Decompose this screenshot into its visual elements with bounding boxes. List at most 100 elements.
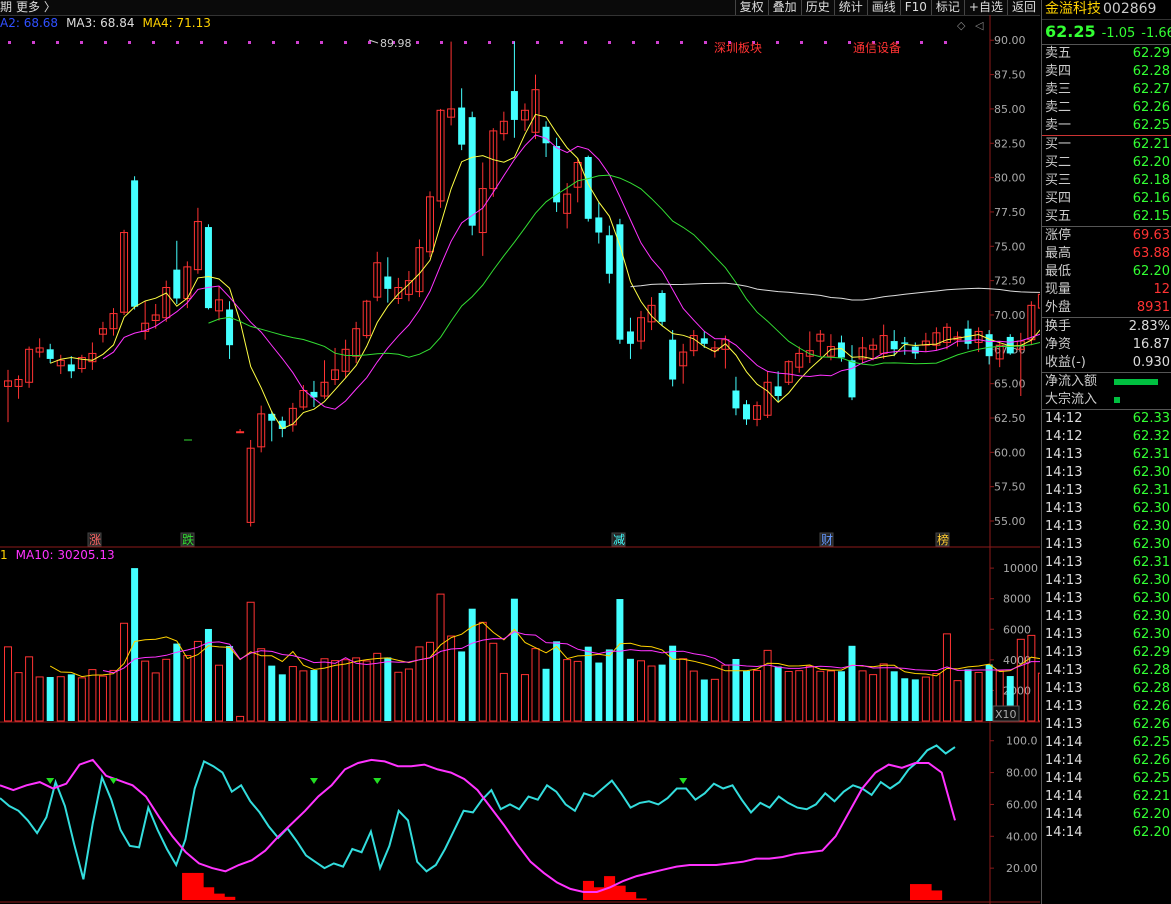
price-change: -1.05 bbox=[1101, 26, 1136, 41]
volume-bar bbox=[689, 670, 698, 722]
volume-bar bbox=[98, 675, 107, 722]
candle-body bbox=[974, 330, 983, 343]
event-dot bbox=[152, 41, 155, 44]
kline-chart[interactable]: 90.00 87.50 85.00 82.50 80.00 77.50 75.00 72.50… bbox=[0, 15, 1040, 904]
toolbar-button[interactable]: 标记 bbox=[930, 0, 964, 15]
candle-body bbox=[278, 420, 286, 429]
toolbar-left-item[interactable]: 期 bbox=[0, 0, 13, 14]
row-label: 涨停 bbox=[1045, 228, 1072, 243]
quote-panel: 金溢科技 002869 62.25 -1.05 -1.66 卖五 62.29 卖四 62.2… bbox=[1041, 0, 1171, 904]
candle-body bbox=[226, 309, 234, 346]
price-ma-line bbox=[208, 174, 1040, 366]
volume-scale-label: X10 bbox=[995, 708, 1017, 721]
candle-body bbox=[869, 344, 878, 350]
volume-bar bbox=[468, 608, 476, 721]
price-ma-line bbox=[50, 113, 1040, 430]
tick-row: 14:12 62.33 bbox=[1042, 410, 1171, 428]
event-dot bbox=[776, 41, 779, 44]
indicator-red-bar bbox=[192, 872, 204, 900]
candle-body bbox=[520, 109, 529, 121]
tick-row: 14:13 62.28 bbox=[1042, 662, 1171, 680]
candle-body bbox=[658, 292, 666, 322]
ask-book: 卖五 62.29 卖四 62.28 卖三 62.27 卖二 62.26 卖一 62.25 bbox=[1042, 45, 1171, 136]
row-value: 69.63 bbox=[1132, 228, 1170, 243]
toolbar-left-menu[interactable]: 期更多 〉 bbox=[0, 0, 60, 14]
candle-body bbox=[246, 447, 255, 523]
event-dot bbox=[584, 41, 587, 44]
toolbar-button[interactable]: 统计 bbox=[833, 0, 867, 15]
candle-body bbox=[25, 348, 34, 383]
toolbar-button[interactable]: 返回 bbox=[1006, 0, 1040, 15]
toolbar-button[interactable]: 叠加 bbox=[767, 0, 801, 15]
bid-row: 买二 62.20 bbox=[1042, 154, 1171, 172]
row-label: 净流入额 bbox=[1045, 374, 1098, 389]
toolbar-button[interactable]: 复权 bbox=[734, 0, 768, 15]
candle-body bbox=[151, 314, 160, 321]
toolbar-left-item[interactable]: 更多 〉 bbox=[16, 0, 56, 14]
candle-body bbox=[826, 346, 835, 357]
row-value: 62.20 bbox=[1132, 264, 1170, 279]
row-label: 卖四 bbox=[1045, 64, 1072, 79]
ma-legend-item: MA10: 30205.13 bbox=[15, 548, 115, 562]
tick-row: 14:13 62.26 bbox=[1042, 716, 1171, 734]
candle-body bbox=[56, 359, 65, 367]
indicator-red-bar bbox=[910, 884, 922, 900]
indicator-tick-label: 80.00 bbox=[1006, 767, 1038, 780]
volume-bar bbox=[531, 648, 540, 722]
tick-price: 62.32 bbox=[1132, 429, 1170, 444]
fund-flow-row: 净流入额 bbox=[1042, 373, 1171, 391]
candle-body bbox=[848, 360, 856, 398]
volume-bar bbox=[426, 641, 434, 722]
candle-body bbox=[173, 269, 181, 299]
zoom-arrow-icon: ◇ bbox=[957, 19, 966, 32]
candle-body bbox=[626, 331, 634, 344]
volume-bar bbox=[879, 663, 888, 722]
toolbar-button[interactable]: F10 bbox=[899, 0, 931, 15]
toolbar-button[interactable]: 历史 bbox=[800, 0, 834, 15]
event-dot bbox=[896, 41, 899, 44]
tick-price: 62.30 bbox=[1132, 537, 1170, 552]
volume-bar bbox=[890, 671, 898, 721]
volume-bar bbox=[616, 599, 624, 721]
candle-body bbox=[784, 361, 793, 383]
volume-bar bbox=[236, 715, 245, 722]
candle-body bbox=[689, 335, 698, 352]
candle-body bbox=[531, 89, 540, 133]
volume-bar bbox=[816, 670, 825, 722]
volume-bar bbox=[658, 664, 666, 721]
tick-price: 62.30 bbox=[1132, 627, 1170, 642]
candle-body bbox=[1037, 293, 1040, 309]
candle-body bbox=[669, 339, 677, 380]
row-value: 62.29 bbox=[1132, 46, 1170, 61]
volume-bar bbox=[921, 676, 930, 722]
tick-price: 62.30 bbox=[1132, 591, 1170, 606]
volume-bar bbox=[826, 670, 835, 722]
volume-bar bbox=[320, 658, 329, 722]
tick-price: 62.26 bbox=[1132, 753, 1170, 768]
tick-time: 14:14 bbox=[1045, 789, 1083, 804]
tick-time: 14:13 bbox=[1045, 501, 1083, 516]
stat-row: 涨停 69.63 bbox=[1042, 227, 1171, 245]
candle-body bbox=[436, 109, 445, 202]
candle-body bbox=[921, 340, 930, 346]
tick-row: 14:14 62.25 bbox=[1042, 734, 1171, 752]
tick-price: 62.30 bbox=[1132, 501, 1170, 516]
volume-bar bbox=[911, 679, 919, 721]
toolbar-button[interactable]: 画线 bbox=[866, 0, 900, 15]
volume-bar bbox=[795, 670, 804, 722]
price-tick-label: 75.00 bbox=[994, 240, 1026, 253]
ma-legend-item: MA4: 71.13 bbox=[142, 16, 211, 30]
tick-row: 14:13 62.30 bbox=[1042, 500, 1171, 518]
candle-body bbox=[120, 232, 129, 313]
volume-bar bbox=[131, 568, 139, 721]
toolbar-button[interactable]: +自选 bbox=[963, 0, 1007, 15]
tick-price: 62.31 bbox=[1132, 483, 1170, 498]
ma-legend-item: MA3: 68.84 bbox=[66, 16, 135, 30]
candle-body bbox=[98, 328, 107, 335]
stat-row: 收益(-) 0.930 bbox=[1042, 354, 1171, 372]
row-label: 买四 bbox=[1045, 191, 1072, 206]
volume-bar bbox=[341, 659, 350, 722]
event-marker: 减 bbox=[613, 533, 625, 547]
row-value: 62.26 bbox=[1132, 100, 1170, 115]
fund-flow-bar bbox=[1114, 397, 1120, 403]
